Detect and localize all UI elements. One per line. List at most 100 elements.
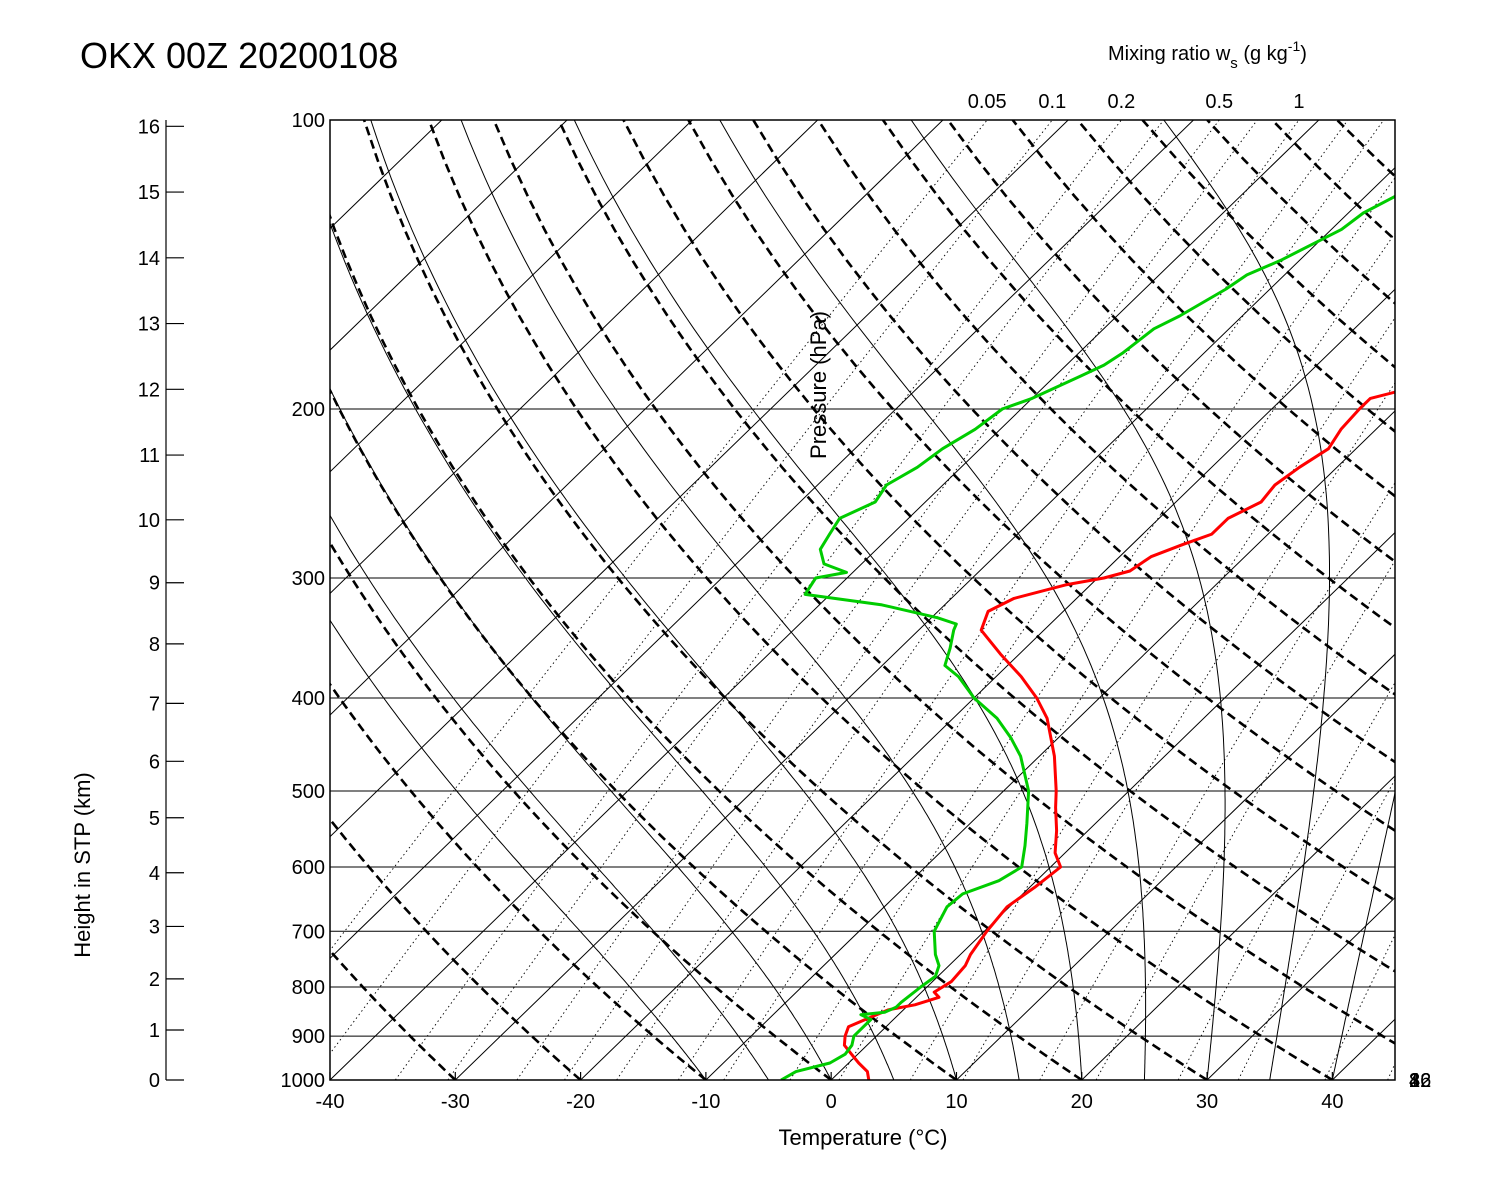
dry-adiabat	[557, 120, 1395, 973]
mixing-ratio-line	[1387, 1062, 1395, 1080]
temperature-profile	[842, 390, 1395, 1080]
isotherm	[330, 120, 944, 716]
isotherm	[1458, 120, 1500, 1080]
isotherm	[330, 120, 1069, 838]
height-tick-4: 4	[149, 863, 160, 885]
mixing-ratio-top-0.1: 0.1	[1038, 91, 1066, 113]
temperature-tick-20: 20	[1071, 1091, 1093, 1113]
dry-adiabat	[1141, 120, 1395, 369]
mixing-ratio-label: Mixing ratio ws (g kg-1)	[1108, 38, 1307, 72]
moist-adiabat	[1163, 120, 1330, 1080]
plot-area	[0, 120, 1500, 1080]
dry-adiabat	[492, 120, 1395, 1045]
temperature-tick--10: -10	[691, 1091, 720, 1113]
pressure-tick-500: 500	[292, 781, 325, 803]
mixing-ratio-right-8: 8	[1409, 1070, 1420, 1092]
dry-adiabat	[330, 540, 832, 1080]
mixing-ratio-line	[330, 120, 988, 952]
moist-adiabat	[460, 120, 1020, 1080]
pressure-tick-900: 900	[292, 1026, 325, 1048]
height-tick-9: 9	[149, 573, 160, 595]
plot-frame	[329, 119, 1396, 1081]
isotherm	[330, 120, 1320, 1080]
mixing-ratio-label-sub: s	[1230, 55, 1238, 72]
mixing-ratio-line	[616, 120, 1300, 1080]
dry-adiabat	[362, 120, 1208, 1080]
sounding-series	[780, 194, 1395, 1080]
pressure-ticks: 1000 900 800 700 600 500 400 300 200 100	[281, 110, 326, 1092]
moist-adiabat	[330, 619, 707, 1080]
mixing-ratio-line	[447, 120, 1165, 1080]
isobar-lines	[330, 120, 1395, 1080]
dry-adiabat	[427, 120, 1334, 1080]
mixing-ratio-label-unit-pre: (g kg	[1238, 43, 1288, 65]
height-tick-11: 11	[139, 445, 160, 467]
dry-adiabat	[817, 120, 1395, 697]
dry-adiabat	[330, 817, 582, 1080]
moist-adiabat	[1331, 790, 1395, 1080]
mixing-ratio-top-0.05: 0.05	[968, 91, 1007, 113]
temperature-tick--40: -40	[316, 1091, 345, 1113]
dry-adiabat	[1402, 120, 1500, 1080]
pressure-tick-300: 300	[292, 568, 325, 590]
mixing-ratio-top-1: 1	[1293, 91, 1304, 113]
moist-adiabat	[370, 120, 957, 1080]
dry-adiabat	[622, 120, 1395, 902]
isotherm	[1332, 1018, 1395, 1080]
dry-adiabat	[1271, 120, 1395, 242]
mixing-ratio-line	[677, 120, 1349, 1080]
temperature-tick-10: 10	[945, 1091, 967, 1113]
isotherm	[830, 531, 1395, 1080]
temperature-tick--30: -30	[441, 1091, 470, 1113]
moist-adiabat	[1394, 1077, 1395, 1080]
mixing-ratio-top-0.2: 0.2	[1107, 91, 1135, 113]
moist-adiabat	[330, 514, 769, 1080]
isotherm	[330, 120, 1194, 960]
mixing-ratio-line	[394, 120, 1122, 1080]
height-tick-5: 5	[149, 808, 160, 830]
height-tick-6: 6	[149, 751, 160, 773]
height-tick-12: 12	[138, 379, 160, 401]
mixing-ratio-right-4: 4	[1409, 1070, 1420, 1092]
mixing-ratio-line	[564, 120, 1258, 1080]
moist-adiabat	[330, 387, 832, 1080]
mixing-ratio-right-32: 32	[1409, 1070, 1431, 1092]
height-tick-16: 16	[138, 116, 160, 138]
isotherm-lines	[0, 120, 1500, 1080]
dry-adiabat	[330, 212, 1083, 1080]
isotherm	[330, 120, 693, 473]
isotherm	[0, 120, 66, 1080]
mixing-ratio-top-ticks: 0.05 0.1 0.2 0.5 1	[968, 91, 1305, 113]
dry-adiabat	[1336, 120, 1395, 178]
mixing-ratio-top-0.5: 0.5	[1205, 91, 1233, 113]
isotherm	[330, 120, 568, 351]
mixing-ratio-label-main: Mixing ratio w	[1108, 43, 1231, 65]
mixing-ratio-line	[516, 120, 1220, 1080]
dry-adiabat	[1076, 120, 1395, 434]
isotherm	[330, 120, 443, 230]
temperature-tick-30: 30	[1196, 1091, 1218, 1113]
isotherm	[1081, 775, 1395, 1080]
pressure-tick-400: 400	[292, 688, 325, 710]
mixing-ratio-line	[1039, 481, 1395, 1080]
mixing-ratio-label-unit-post: )	[1300, 43, 1307, 65]
moist-adiabat	[330, 221, 895, 1080]
mixing-ratio-right-16: 16	[1409, 1070, 1431, 1092]
mixing-ratio-label-unit-sup: -1	[1288, 38, 1301, 54]
dry-adiabat	[330, 948, 457, 1080]
mixing-ratio-line	[330, 120, 1053, 1055]
dry-adiabat	[330, 387, 958, 1080]
height-tick-1: 1	[149, 1020, 160, 1042]
moist-adiabat	[719, 120, 1147, 1080]
isotherm	[1206, 896, 1395, 1080]
pressure-tick-800: 800	[292, 977, 325, 999]
temperature-tick--20: -20	[566, 1091, 595, 1113]
dry-adiabat-lines	[330, 120, 1500, 1080]
height-tick-10: 10	[138, 510, 160, 532]
isotherm	[454, 166, 1395, 1080]
isotherm	[0, 120, 191, 1080]
pressure-tick-200: 200	[292, 399, 325, 421]
dewpoint-profile	[780, 194, 1395, 1080]
